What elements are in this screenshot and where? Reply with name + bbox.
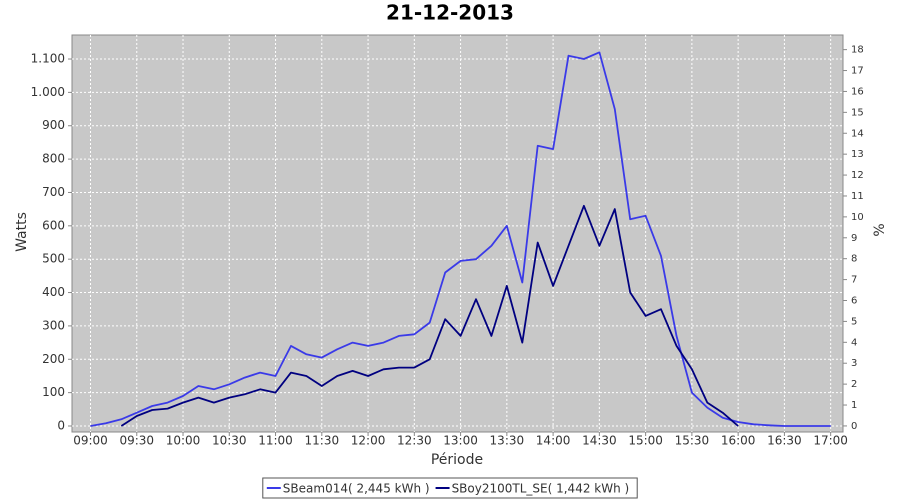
x-tick-label: 17:00 [813, 434, 848, 448]
y2-tick-label: 11 [851, 191, 864, 202]
y2-tick-label: 7 [851, 275, 857, 286]
y-tick-label: 600 [42, 218, 65, 232]
y2-tick-label: 3 [851, 358, 857, 369]
y2-tick-label: 0 [851, 421, 857, 432]
x-tick-label: 12:00 [351, 434, 386, 448]
plot-area [71, 34, 844, 433]
y2-tick-label: 15 [851, 107, 864, 118]
x-tick-label: 14:00 [536, 434, 571, 448]
x-tick-label: 11:00 [258, 434, 293, 448]
x-tick-label: 10:30 [212, 434, 247, 448]
x-axis-label: Période [431, 452, 483, 468]
y2-tick-label: 10 [851, 212, 864, 223]
y2-tick-label: 18 [851, 45, 864, 56]
series-line [90, 51, 831, 427]
y-tick-label: 800 [42, 152, 65, 166]
x-tick-label: 16:30 [767, 434, 802, 448]
legend-label: SBoy2100TL_SE( 1,442 kWh ) [452, 482, 630, 496]
y2-tick-label: 17 [851, 66, 864, 77]
x-tick-label: 10:00 [166, 434, 201, 448]
y2-tick-label: 8 [851, 254, 857, 265]
y-tick-label: 900 [42, 118, 65, 132]
x-tick-label: 13:30 [490, 434, 525, 448]
y2-tick-label: 4 [851, 337, 857, 348]
y-axis-label: Watts [14, 212, 30, 252]
x-tick-label: 12:30 [397, 434, 432, 448]
legend-box [262, 477, 638, 499]
y2-tick-label: 14 [851, 128, 864, 139]
x-tick-label: 13:00 [443, 434, 478, 448]
y-tick-label: 1.000 [31, 85, 65, 99]
y-tick-label: 400 [42, 285, 65, 299]
legend-label: SBeam014( 2,445 kWh ) [283, 482, 430, 496]
y2-tick-label: 5 [851, 316, 857, 327]
y2-tick-label: 16 [851, 86, 864, 97]
series-line [120, 204, 739, 427]
x-tick-label: 15:30 [675, 434, 710, 448]
y-tick-label: 100 [42, 385, 65, 399]
y-tick-label: 0 [57, 418, 65, 432]
chart-title: 21-12-2013 [386, 1, 514, 25]
x-tick-label: 14:30 [582, 434, 617, 448]
legend: SBeam014( 2,445 kWh ) SBoy2100TL_SE( 1,44… [262, 477, 638, 499]
y2-tick-label: 13 [851, 149, 864, 160]
x-tick-label: 09:30 [119, 434, 154, 448]
y-tick-label: 300 [42, 318, 65, 332]
y2-tick-label: 1 [851, 400, 857, 411]
x-tick-label: 09:00 [73, 434, 108, 448]
y2-tick-label: 2 [851, 379, 857, 390]
y2-tick-label: 6 [851, 296, 857, 307]
y-tick-label: 500 [42, 252, 65, 266]
x-tick-label: 15:00 [628, 434, 663, 448]
y2-tick-label: 9 [851, 233, 857, 244]
x-tick-label: 11:30 [305, 434, 340, 448]
y2-tick-label: 12 [851, 170, 864, 181]
x-tick-label: 16:00 [721, 434, 756, 448]
y-tick-label: 700 [42, 185, 65, 199]
y-tick-label: 1.100 [31, 52, 65, 66]
y2-axis-label: % [872, 223, 888, 236]
y-tick-label: 200 [42, 352, 65, 366]
